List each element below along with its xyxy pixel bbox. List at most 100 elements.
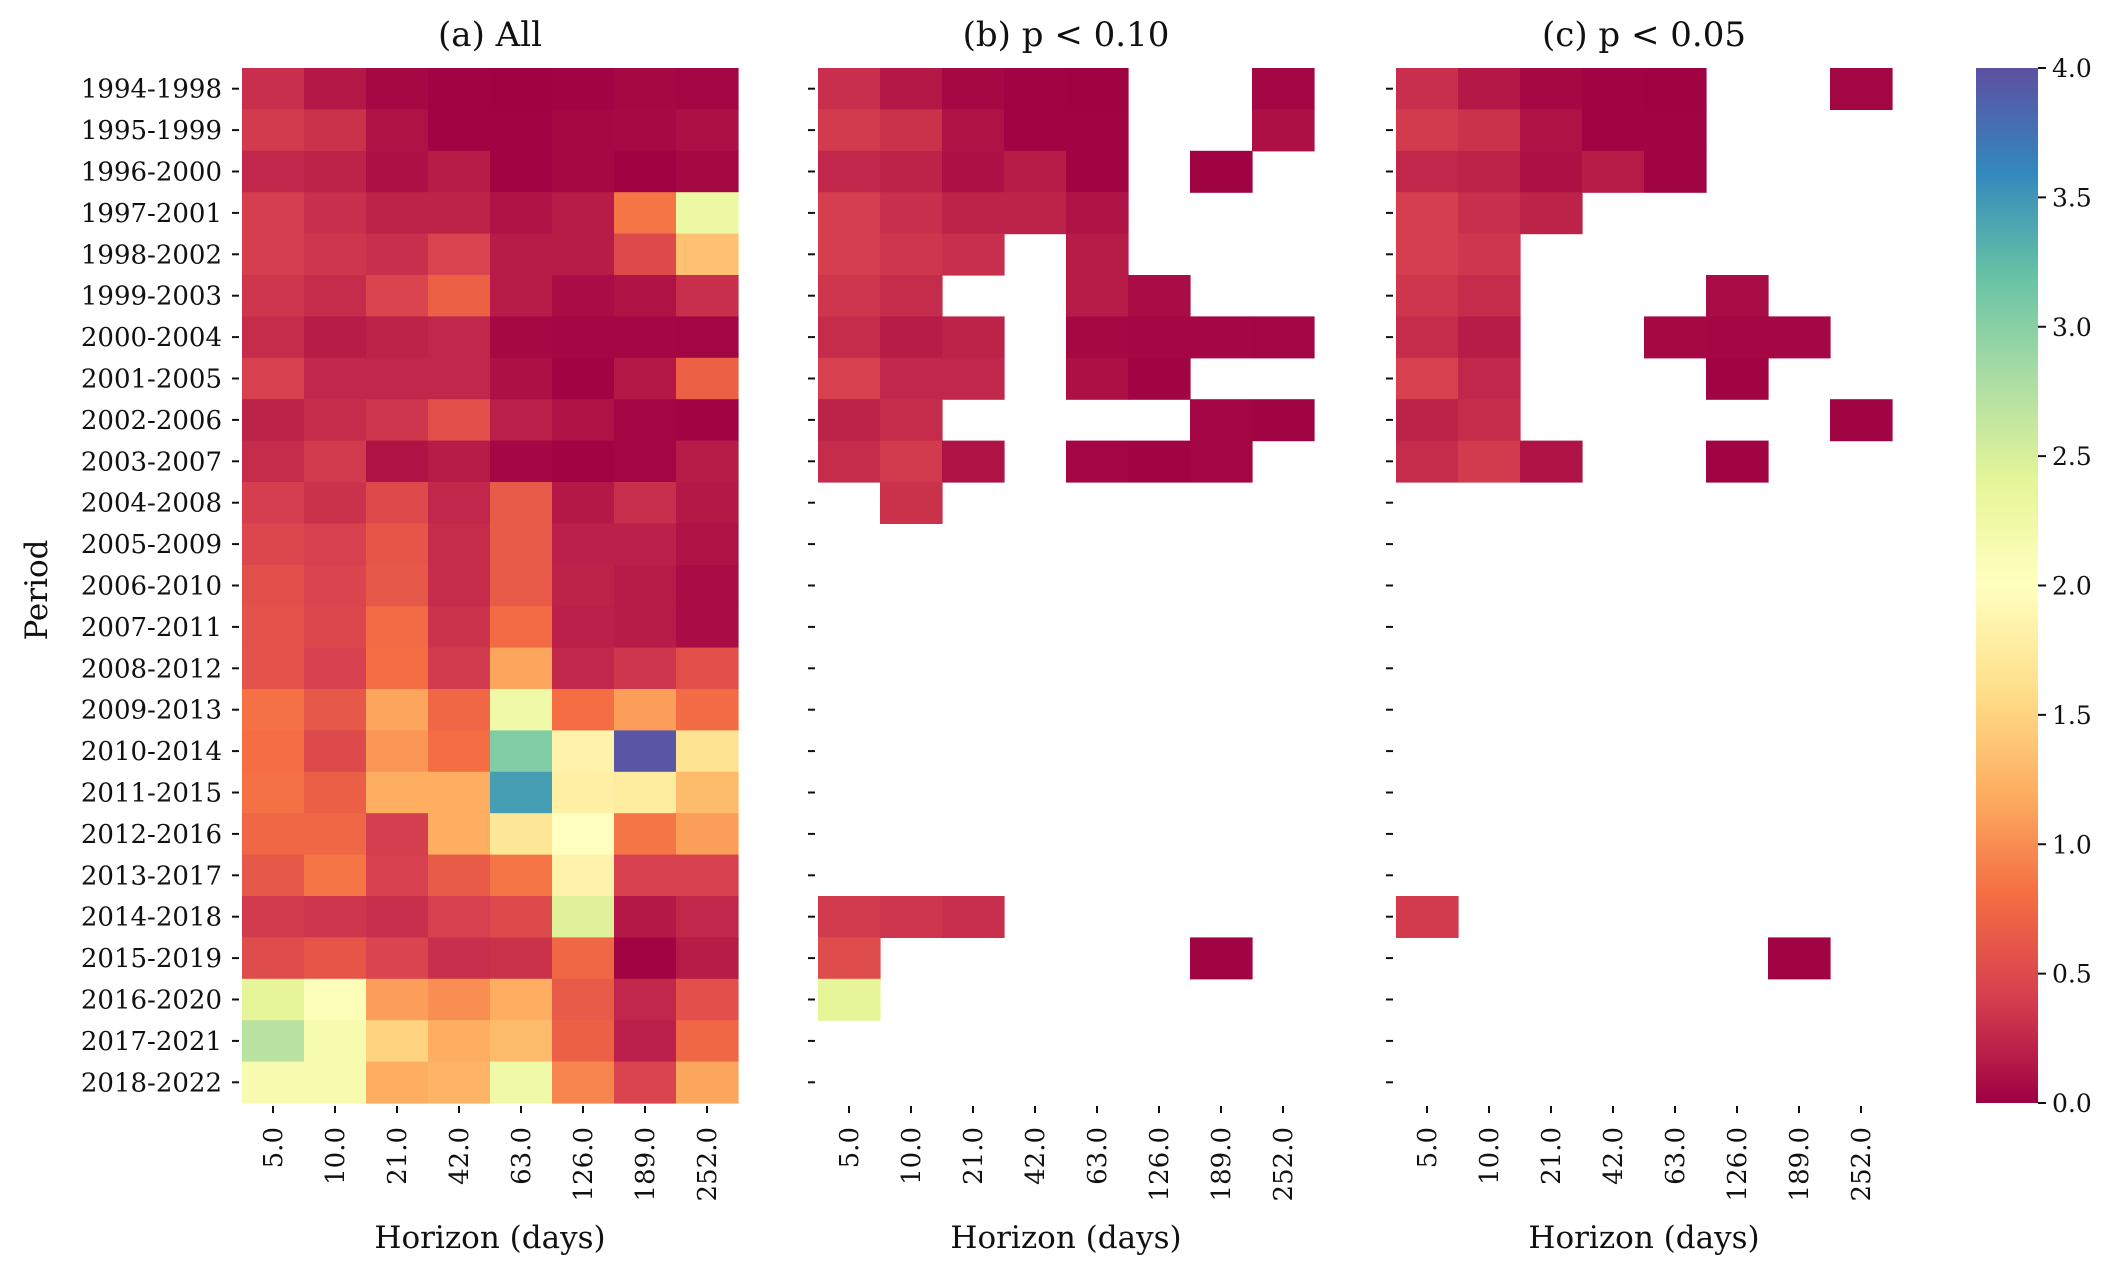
heatmap-cell xyxy=(676,606,739,649)
heatmap-cell xyxy=(304,978,367,1021)
heatmap-cell xyxy=(242,689,305,731)
heatmap-cell xyxy=(676,357,739,400)
heatmap-cell xyxy=(676,1020,739,1063)
heatmap-cell xyxy=(1582,109,1645,152)
heatmap-cell xyxy=(614,357,677,400)
heatmap-cell xyxy=(428,896,491,938)
heatmap-cell xyxy=(880,192,943,235)
heatmap-cell xyxy=(1004,192,1067,235)
heatmap-cell xyxy=(942,150,1005,193)
heatmap-cell xyxy=(490,813,553,856)
heatmap-cell xyxy=(614,730,677,773)
heatmap-cell xyxy=(1396,192,1459,235)
heatmap-cell xyxy=(818,150,881,193)
heatmap-cell xyxy=(1190,399,1253,442)
heatmap-cell xyxy=(304,233,367,276)
heatmap-cell xyxy=(304,606,367,649)
heatmap-cell xyxy=(1644,150,1707,193)
heatmap-cell xyxy=(1644,109,1707,152)
heatmap-cell xyxy=(1252,316,1315,359)
heatmap-cell xyxy=(490,316,553,359)
heatmap-cell xyxy=(676,647,739,690)
heatmap-cell xyxy=(552,689,615,731)
heatmap-cell xyxy=(428,978,491,1021)
heatmap-cell xyxy=(1190,937,1253,980)
heatmap-cell xyxy=(676,399,739,442)
heatmap-cell xyxy=(428,233,491,276)
heatmap-cell xyxy=(242,150,305,193)
x-tick-label: 126.0 xyxy=(1145,1127,1175,1201)
heatmap-cell xyxy=(676,1061,739,1104)
heatmap-cell xyxy=(490,564,553,607)
x-tick-label: 126.0 xyxy=(1723,1127,1753,1201)
heatmap-cell xyxy=(818,68,881,110)
heatmap-cell xyxy=(304,109,367,152)
heatmap-cell xyxy=(942,192,1005,235)
heatmap-cell xyxy=(490,275,553,317)
heatmap-cell xyxy=(880,896,943,938)
heatmap-cell xyxy=(490,937,553,980)
heatmap-cell xyxy=(366,771,429,814)
heatmap-cell xyxy=(1830,399,1893,442)
heatmap-cell xyxy=(942,316,1005,359)
heatmap-cell xyxy=(676,854,739,897)
heatmap-cell xyxy=(366,937,429,980)
heatmap-cell xyxy=(552,316,615,359)
heatmap-cell xyxy=(1128,357,1191,400)
heatmap-cell xyxy=(1644,316,1707,359)
y-tick-label: 2009-2013 xyxy=(81,696,222,726)
y-tick-label: 2017-2021 xyxy=(81,1027,222,1057)
heatmap-cell xyxy=(1066,275,1129,317)
heatmap-cell xyxy=(1706,440,1769,483)
y-tick-label: 2001-2005 xyxy=(81,365,222,395)
heatmap-cell xyxy=(366,68,429,110)
heatmap-cell xyxy=(490,523,553,566)
heatmap-cell xyxy=(490,233,553,276)
heatmap-cell xyxy=(614,1020,677,1063)
x-tick-label: 5.0 xyxy=(835,1127,865,1168)
heatmap-cell xyxy=(676,689,739,731)
x-tick-label: 189.0 xyxy=(631,1127,661,1201)
heatmap-cell xyxy=(942,68,1005,110)
heatmap-cell xyxy=(428,689,491,731)
y-tick-label: 2016-2020 xyxy=(81,986,222,1016)
heatmap-cell xyxy=(428,647,491,690)
heatmap-cell xyxy=(942,896,1005,938)
colorbar-tick-label: 2.0 xyxy=(2052,572,2092,601)
x-axis-label: Horizon (days) xyxy=(950,1220,1181,1256)
y-tick-label: 2004-2008 xyxy=(81,489,222,519)
heatmap-cell xyxy=(428,316,491,359)
heatmap-cell xyxy=(428,109,491,152)
y-tick-label: 2014-2018 xyxy=(81,903,222,933)
heatmap-cell xyxy=(304,316,367,359)
heatmap-cell xyxy=(676,771,739,814)
heatmap-cell xyxy=(676,233,739,276)
heatmap-cell xyxy=(304,275,367,317)
heatmap-cell xyxy=(1396,896,1459,938)
heatmap-cell xyxy=(428,606,491,649)
heatmap-cell xyxy=(818,109,881,152)
heatmap-cell xyxy=(366,192,429,235)
x-tick-label: 42.0 xyxy=(1599,1127,1629,1185)
heatmap-cell xyxy=(1520,440,1583,483)
heatmap-cell xyxy=(1768,937,1831,980)
heatmap-cell xyxy=(366,689,429,731)
heatmap-cell xyxy=(942,233,1005,276)
heatmap-cell xyxy=(1520,109,1583,152)
colorbar-tick-label: 1.0 xyxy=(2052,830,2092,859)
panel-p005: (c) p < 0.05 5.0 10.0 21.0 42.0 63.0 126.0 189.… xyxy=(1386,15,1893,1256)
x-tick-label: 5.0 xyxy=(1413,1127,1443,1168)
heatmap-cell xyxy=(614,523,677,566)
heatmap-cell xyxy=(242,192,305,235)
heatmap-cell xyxy=(1066,68,1129,110)
heatmap-cell xyxy=(614,68,677,110)
heatmap-cell xyxy=(304,357,367,400)
heatmap-cell xyxy=(676,109,739,152)
heatmap-cell xyxy=(1520,192,1583,235)
heatmap-cell xyxy=(942,357,1005,400)
heatmap-cell xyxy=(1830,68,1893,110)
heatmap-cell xyxy=(366,150,429,193)
y-tick-label: 2002-2006 xyxy=(81,406,222,436)
heatmap-cell xyxy=(1190,150,1253,193)
heatmap-cell xyxy=(552,647,615,690)
